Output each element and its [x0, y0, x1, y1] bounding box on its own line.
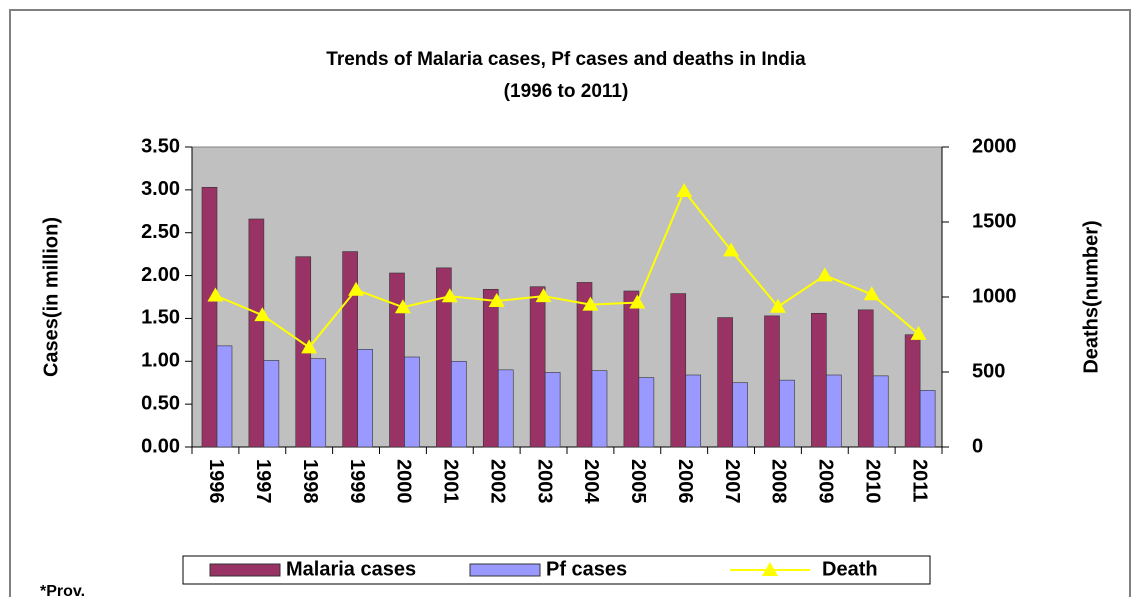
x-tick-label: 2009	[815, 459, 837, 504]
x-tick-label: 1999	[346, 459, 368, 504]
chart-title: Trends of Malaria cases, Pf cases and de…	[326, 49, 806, 70]
x-tick-label: 2008	[768, 459, 790, 504]
line-marker	[394, 299, 411, 314]
x-tick-label: 2002	[486, 459, 508, 504]
bar	[248, 218, 265, 448]
bar	[872, 375, 889, 448]
bar	[482, 288, 499, 448]
bar	[717, 317, 733, 448]
bar	[310, 358, 327, 448]
footnote: *Prov.	[40, 583, 85, 597]
x-tick-label: 2006	[674, 459, 696, 504]
legend-swatch	[209, 563, 281, 577]
bar	[638, 377, 655, 448]
line-marker	[441, 288, 458, 303]
x-tick-label: 1997	[252, 459, 274, 504]
y-tick-label: 3.00	[141, 178, 180, 200]
bar	[919, 390, 936, 448]
bar	[904, 334, 921, 448]
x-tick-label: 2004	[580, 459, 602, 504]
y2-tick-label: 1000	[972, 285, 1017, 307]
bar	[263, 360, 280, 448]
bar	[670, 293, 687, 448]
x-tick-label: 2010	[861, 459, 883, 504]
legend-marker	[762, 562, 778, 576]
line-marker	[629, 294, 646, 309]
y-tick-label: 3.50	[141, 135, 180, 157]
bar	[451, 360, 467, 448]
line-marker	[863, 286, 880, 301]
bar	[436, 267, 452, 448]
legend-label: Pf cases	[546, 558, 627, 580]
line-marker	[676, 182, 693, 197]
bar	[544, 372, 561, 448]
x-tick-label: 2000	[393, 459, 415, 504]
legend-label: Malaria cases	[286, 558, 416, 580]
bar	[342, 251, 358, 448]
bar	[811, 312, 827, 448]
bar	[685, 374, 702, 448]
line-marker	[488, 293, 505, 308]
chart-subtitle: (1996 to 2011)	[504, 81, 629, 102]
bar	[764, 315, 780, 448]
bar	[826, 374, 842, 448]
line-marker	[254, 307, 271, 322]
x-tick-label: 1998	[299, 459, 321, 504]
bar	[779, 379, 795, 448]
y-tick-label: 1.50	[141, 307, 180, 329]
x-tick-label: 2005	[627, 459, 649, 504]
bar	[201, 186, 218, 448]
x-tick-label: 2011	[908, 459, 930, 502]
line	[215, 188, 920, 349]
line-marker	[348, 281, 365, 296]
y2-tick-label: 2000	[972, 135, 1017, 157]
x-tick-label: 1996	[205, 459, 227, 504]
bar	[529, 286, 546, 448]
line-marker	[816, 267, 833, 282]
y2-axis-label: Deaths(number)	[1080, 220, 1102, 373]
x-tick-label: 2003	[533, 459, 555, 504]
y-tick-label: 2.00	[141, 264, 180, 286]
line-marker	[582, 296, 599, 311]
bar	[216, 345, 233, 448]
line-marker	[207, 287, 224, 302]
y-tick-label: 1.00	[141, 350, 180, 372]
bar	[497, 369, 514, 448]
x-tick-label: 2001	[440, 459, 462, 504]
y-tick-label: 0.50	[141, 392, 180, 414]
line-marker	[723, 242, 740, 257]
y-axis-label: Cases(in million)	[40, 217, 62, 377]
bar	[357, 348, 373, 448]
bar	[623, 290, 640, 448]
y2-tick-label: 0	[972, 435, 983, 457]
bar	[857, 309, 874, 448]
y2-tick-label: 500	[972, 360, 1005, 382]
y2-tick-label: 1500	[972, 210, 1017, 232]
bar	[389, 272, 405, 448]
legend-swatch	[469, 563, 541, 577]
x-tick-label: 2007	[721, 459, 743, 504]
line-marker	[910, 325, 927, 340]
line-marker	[535, 288, 552, 303]
bar	[591, 370, 608, 448]
bar	[404, 356, 420, 448]
bar	[732, 382, 748, 448]
bar	[576, 282, 593, 448]
y-tick-label: 0.00	[141, 435, 180, 457]
legend-label: Death	[822, 558, 878, 580]
y-tick-label: 2.50	[141, 221, 180, 243]
line-marker	[301, 339, 318, 354]
line-marker	[769, 298, 786, 313]
